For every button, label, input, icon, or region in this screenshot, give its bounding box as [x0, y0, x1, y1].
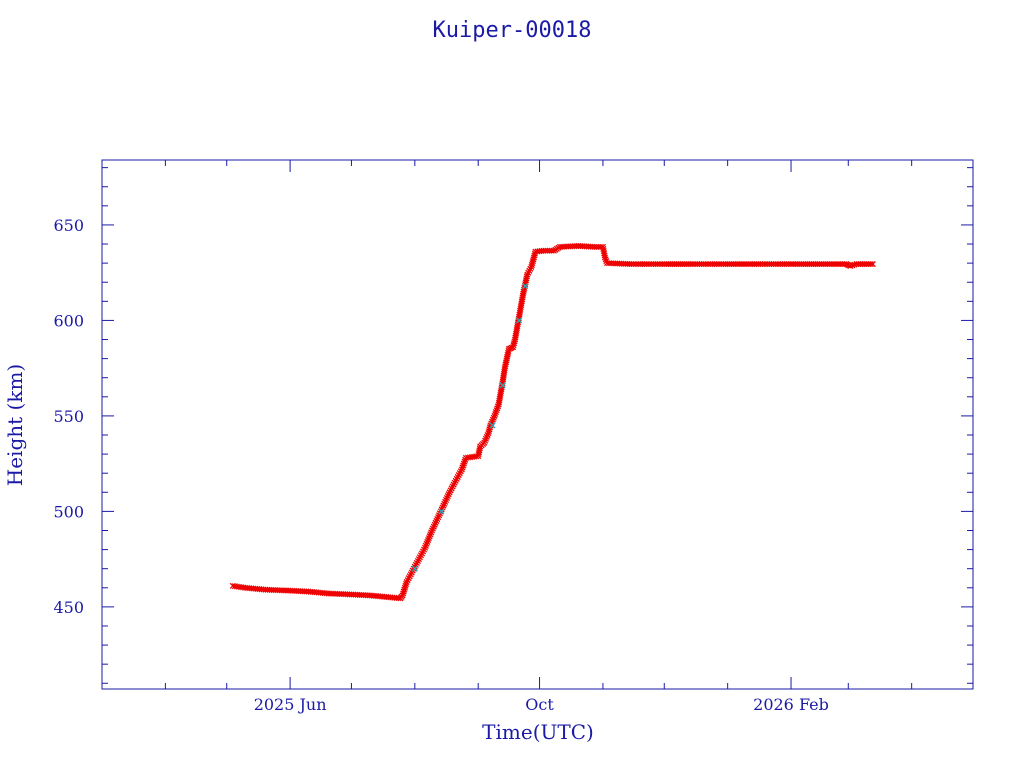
data-point	[411, 565, 418, 572]
data-point	[403, 580, 410, 588]
x-axis-label: Time(UTC)	[482, 720, 594, 744]
y-tick-label: 650	[53, 216, 84, 235]
chart-title: Kuiper-00018	[433, 18, 592, 43]
y-tick-label: 600	[53, 311, 84, 330]
y-tick-label: 450	[53, 598, 84, 617]
data-point	[499, 382, 506, 389]
data-point	[516, 317, 523, 324]
data-point	[869, 261, 876, 268]
axis-ticks	[101, 160, 974, 689]
data-point	[522, 282, 529, 290]
y-tick-label: 550	[53, 407, 84, 426]
data-points	[229, 242, 876, 602]
data-point	[438, 508, 445, 515]
data-point	[489, 422, 496, 429]
x-tick-label: 2025 Jun	[254, 695, 327, 714]
data-point	[867, 261, 874, 268]
y-axis-label: Height (km)	[3, 364, 27, 486]
data-point	[476, 445, 483, 452]
tick-labels: 450 500 550 600 650 2025 Jun Oct 2026 Feb	[53, 216, 828, 714]
x-tick-label: Oct	[525, 695, 554, 714]
y-tick-label: 500	[53, 502, 84, 521]
x-tick-label: 2026 Feb	[753, 695, 829, 714]
plot-frame	[101, 159, 974, 690]
data-point	[523, 273, 530, 280]
